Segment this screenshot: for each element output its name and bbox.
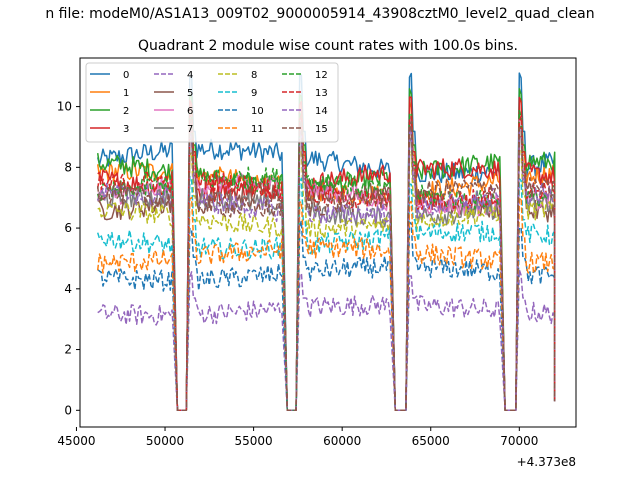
plot-frame (79, 57, 577, 428)
y-tick-label: 6 (64, 221, 72, 235)
legend-label: 15 (315, 124, 328, 135)
legend-label: 0 (123, 70, 129, 81)
y-tick-label: 2 (64, 343, 72, 357)
x-tick-label: 70000 (500, 434, 538, 448)
legend-box (85, 62, 339, 143)
legend-label: 3 (123, 124, 129, 135)
legend-label: 1 (123, 88, 129, 99)
series-line-8 (97, 149, 556, 412)
series-line-1 (96, 100, 556, 412)
series-line-11 (96, 196, 556, 412)
series-line-15 (96, 119, 556, 412)
legend-label: 6 (187, 106, 193, 117)
series-line-14 (96, 127, 556, 412)
series-layer (96, 72, 556, 412)
series-line-9 (96, 175, 556, 412)
legend-label: 2 (123, 106, 129, 117)
legend-label: 7 (187, 124, 193, 135)
chart-title: Quadrant 2 module wise count rates with … (138, 38, 518, 54)
y-tick-label: 10 (57, 100, 72, 114)
x-tick-label: 50000 (146, 434, 184, 448)
series-line-4 (97, 269, 556, 412)
y-tick-label: 0 (64, 403, 72, 417)
x-tick-label: 45000 (57, 434, 95, 448)
legend-label: 5 (187, 88, 193, 99)
x-tick-label: 55000 (235, 434, 273, 448)
x-axis: 45000 50000 55000 60000 65000 70000 (57, 427, 538, 448)
legend-label: 9 (251, 88, 257, 99)
legend-label: 10 (251, 106, 264, 117)
legend-label: 8 (251, 70, 257, 81)
x-tick-label: 60000 (323, 434, 361, 448)
series-line-3 (97, 96, 556, 412)
y-axis: 0 2 4 6 8 10 (57, 100, 80, 417)
y-tick-label: 4 (64, 282, 72, 296)
legend-label: 11 (251, 124, 264, 135)
series-line-0 (96, 72, 556, 412)
series-line-12 (96, 109, 556, 412)
legend-label: 4 (187, 70, 193, 81)
figure-suptitle: n file: modeM0/AS1A13_009T02_9000005914_… (45, 6, 594, 22)
y-tick-label: 8 (64, 160, 72, 174)
legend-label: 12 (315, 70, 328, 81)
x-offset-label: +4.373e8 (517, 455, 576, 469)
series-line-10 (97, 220, 556, 412)
legend-label: 14 (315, 106, 328, 117)
legend-label: 13 (315, 88, 328, 99)
x-tick-label: 65000 (412, 434, 450, 448)
